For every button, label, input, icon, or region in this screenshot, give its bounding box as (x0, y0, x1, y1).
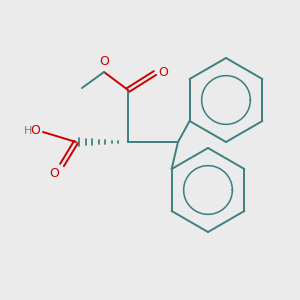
Text: O: O (99, 55, 109, 68)
Text: O: O (158, 65, 168, 79)
Text: H: H (24, 126, 32, 136)
Text: O: O (49, 167, 59, 180)
Text: O: O (30, 124, 40, 137)
